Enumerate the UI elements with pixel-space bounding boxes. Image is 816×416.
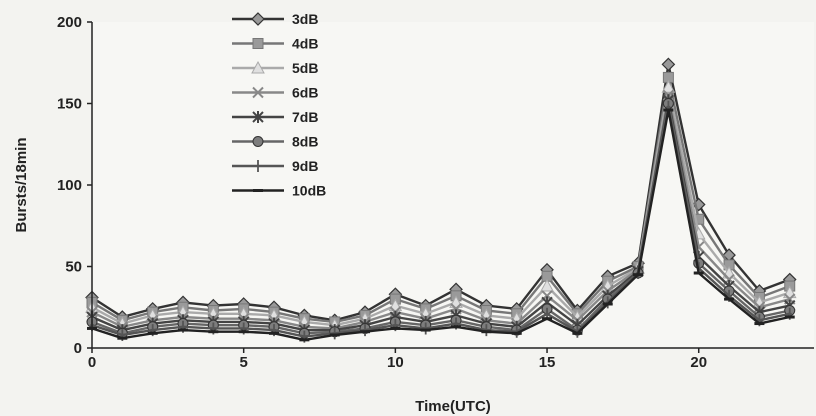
- y-tick-label: 0: [74, 340, 82, 357]
- axes-layer: 0 50 100 150 200 0 5 10 15 20: [57, 14, 814, 371]
- x-tick-label: 20: [690, 354, 707, 371]
- data-point-marker: [252, 111, 264, 123]
- data-point-marker: [256, 160, 260, 172]
- legend-item: 10dB: [232, 183, 326, 199]
- x-axis-title: Time(UTC): [415, 398, 491, 415]
- y-tick-label: 200: [57, 14, 82, 31]
- legend-label: 9dB: [292, 158, 318, 174]
- y-axis-title: Bursts/18min: [13, 137, 30, 232]
- data-point-marker: [251, 60, 265, 74]
- x-tick-label: 15: [539, 354, 556, 371]
- legend-label: 3dB: [292, 11, 318, 27]
- legend-label: 10dB: [292, 183, 326, 199]
- series-line: [91, 108, 790, 342]
- data-point-marker: [252, 86, 264, 99]
- y-tick-label: 150: [57, 96, 82, 113]
- data-point-marker: [252, 38, 264, 49]
- x-tick-label: 5: [240, 354, 248, 371]
- y-tick-label: 50: [65, 259, 82, 276]
- legend-item: 7dB: [232, 109, 318, 125]
- y-tick-label: 100: [57, 177, 82, 194]
- data-point-marker: [251, 12, 265, 26]
- data-point-marker: [332, 327, 337, 340]
- series-10dB: [87, 108, 795, 342]
- x-tick-label: 10: [387, 354, 404, 371]
- x-tick-label: 0: [88, 354, 96, 371]
- legend-item: 5dB: [232, 60, 318, 76]
- legend-label: 4dB: [292, 36, 318, 52]
- data-point-marker: [661, 80, 676, 93]
- legend-label: 8dB: [292, 134, 318, 150]
- data-point-marker: [661, 57, 676, 72]
- data-point-marker: [540, 279, 554, 292]
- data-point-marker: [423, 322, 428, 335]
- data-point-marker: [252, 136, 264, 147]
- legend-item: 6dB: [232, 85, 318, 101]
- data-point-marker: [363, 324, 368, 337]
- legend-label: 5dB: [292, 60, 318, 76]
- legend-label: 6dB: [292, 85, 318, 101]
- legend-item: 3dB: [232, 11, 318, 27]
- legend-item: 4dB: [232, 36, 318, 52]
- legend-item: 9dB: [232, 158, 318, 174]
- legend: 3dB 4dB 5dB 6dB 7dB 8dB 9dB 10dB: [232, 11, 326, 199]
- legend-label: 7dB: [292, 109, 318, 125]
- series-line: [91, 85, 791, 327]
- legend-item: 8dB: [232, 134, 318, 150]
- data-point-marker: [484, 324, 489, 337]
- series-layer: [85, 57, 797, 343]
